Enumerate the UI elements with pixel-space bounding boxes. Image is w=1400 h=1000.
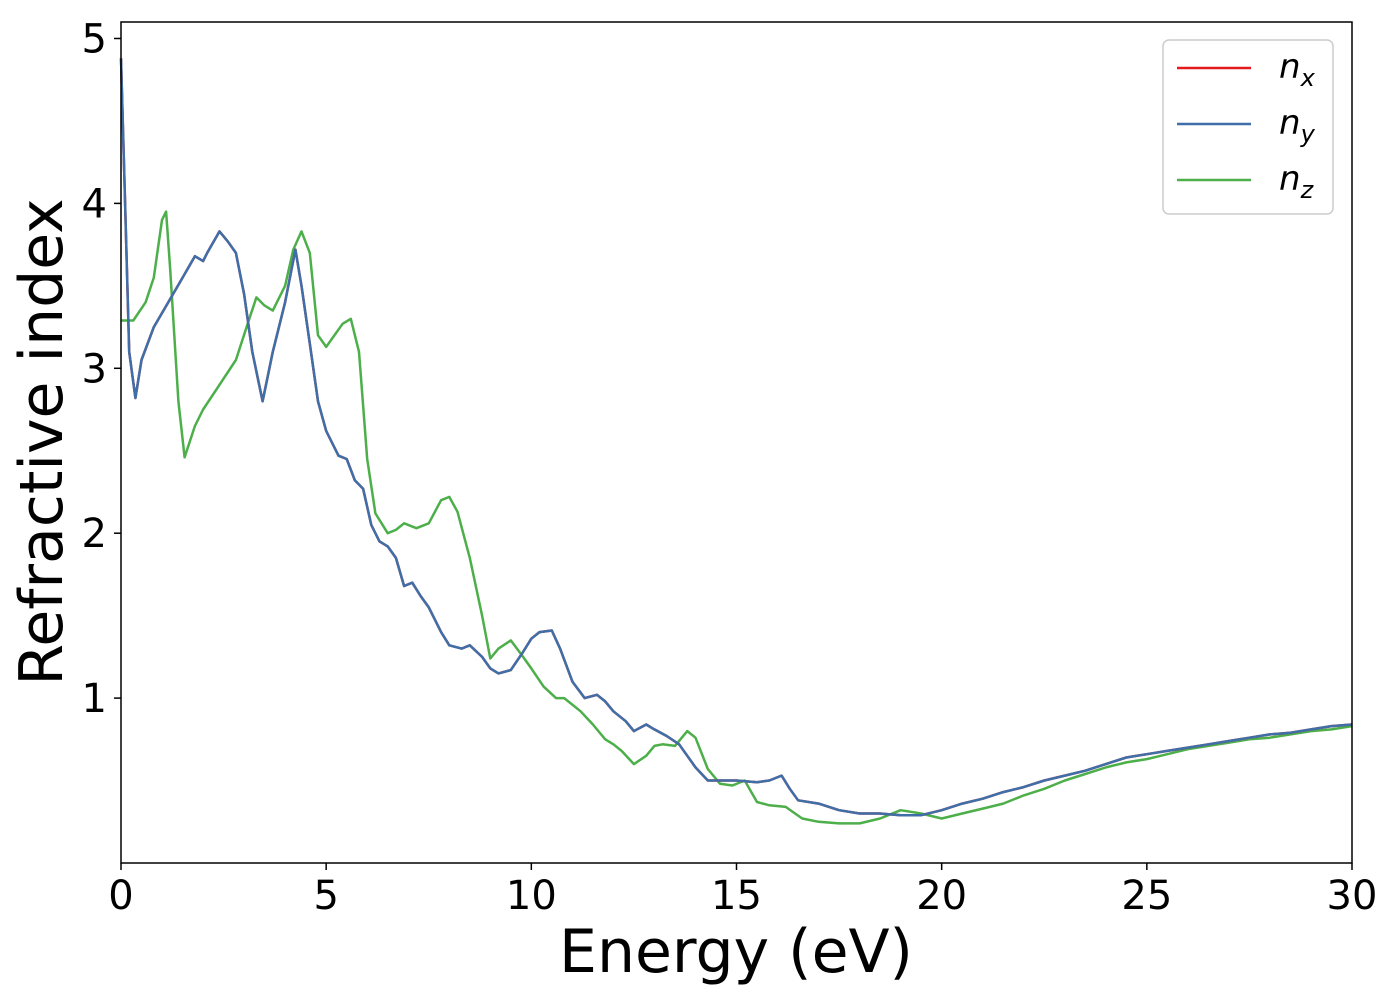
legend-label-z: nz <box>1279 159 1315 204</box>
x-tick-label: 20 <box>916 873 967 919</box>
legend: nx ny nz <box>1162 39 1334 215</box>
y-axis-ticks: 1 2 3 4 5 <box>82 16 121 722</box>
legend-box <box>1162 39 1334 215</box>
y-tick-label: 4 <box>82 181 107 227</box>
legend-label-x: nx <box>1279 47 1316 92</box>
x-axis-label: Energy (eV) <box>559 917 913 987</box>
x-tick-label: 25 <box>1121 873 1172 919</box>
y-tick-label: 1 <box>82 676 107 722</box>
x-tick-label: 15 <box>711 873 762 919</box>
y-tick-label: 3 <box>82 346 107 392</box>
x-axis-ticks: 0 5 10 15 20 25 30 <box>108 863 1377 919</box>
x-tick-label: 0 <box>108 873 133 919</box>
series-line-y <box>119 58 1353 817</box>
y-axis-label: Refractive index <box>7 198 77 685</box>
x-tick-label: 30 <box>1327 873 1378 919</box>
x-tick-label: 10 <box>506 873 557 919</box>
series-line-z <box>121 210 1353 825</box>
y-tick-label: 5 <box>82 16 107 62</box>
y-tick-label: 2 <box>82 511 107 557</box>
x-tick-label: 5 <box>313 873 338 919</box>
series-layer <box>119 58 1353 825</box>
legend-label-y: ny <box>1279 103 1316 148</box>
